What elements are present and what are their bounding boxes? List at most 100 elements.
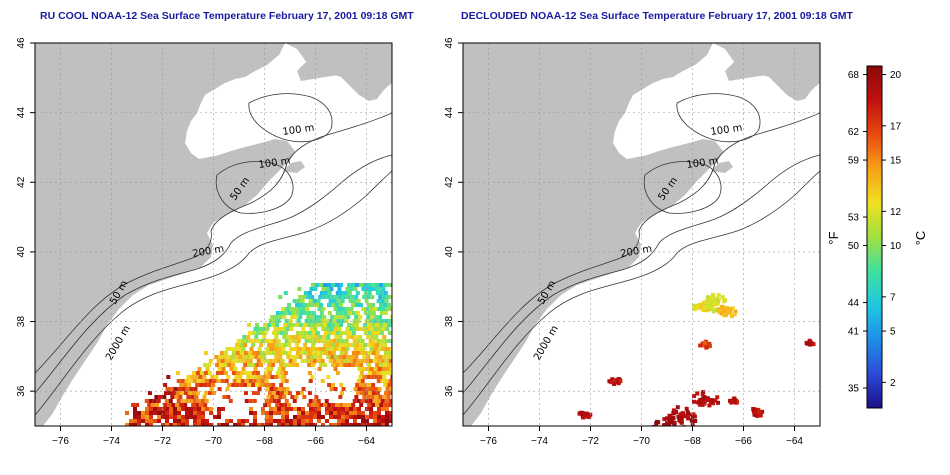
sst-pixel <box>222 355 227 359</box>
sst-pixel <box>254 375 259 379</box>
sst-pixel <box>301 407 305 411</box>
sst-pixel <box>265 423 269 426</box>
sst-pixel <box>683 413 688 418</box>
sst-pixel <box>300 359 305 363</box>
sst-pixel <box>279 363 284 367</box>
sst-pixel <box>384 379 389 383</box>
sst-pixel <box>364 399 369 403</box>
sst-pixel <box>321 287 326 291</box>
sst-pixel <box>347 343 352 347</box>
sst-pixel <box>334 335 339 339</box>
sst-pixel <box>195 403 200 407</box>
sst-pixel <box>125 423 129 426</box>
sst-pixel <box>349 411 353 415</box>
sst-pixel <box>361 287 366 291</box>
sst-pixel <box>380 359 385 363</box>
sst-pixel <box>307 303 312 307</box>
sst-pixel <box>365 327 370 331</box>
sst-pixel <box>257 387 262 391</box>
sst-pixel <box>327 343 332 347</box>
land-shape <box>711 161 733 173</box>
sst-pixel <box>355 391 360 395</box>
sst-pixel <box>373 347 378 351</box>
sst-pixel <box>225 347 230 351</box>
sst-pixel <box>301 327 306 331</box>
sst-pixel <box>303 311 308 315</box>
sst-pixel <box>191 371 196 375</box>
sst-pixel <box>328 319 333 323</box>
sst-pixel <box>217 367 222 371</box>
sst-pixel <box>307 351 312 355</box>
sst-pixel <box>714 308 719 313</box>
sst-pixel <box>361 415 365 419</box>
sst-pixel <box>267 351 272 355</box>
sst-pixel <box>231 371 236 375</box>
sst-pixel <box>311 331 316 335</box>
sst-pixel <box>293 347 298 351</box>
sst-pixel <box>345 419 349 423</box>
sst-pixel <box>252 399 257 403</box>
sst-pixel <box>375 351 380 355</box>
y-tick-label: 38 <box>444 316 455 328</box>
sst-pixel <box>333 407 337 411</box>
sst-pixel <box>203 351 208 355</box>
sst-pixel <box>371 283 375 287</box>
sst-pixel <box>332 359 337 363</box>
sst-pixel <box>295 363 300 367</box>
sst-pixel <box>661 428 665 432</box>
sst-pixel <box>222 395 227 399</box>
sst-pixel <box>348 359 353 363</box>
sst-pixel <box>372 399 377 403</box>
sst-pixel <box>368 359 373 363</box>
sst-pixel <box>301 415 305 419</box>
sst-pixel <box>243 363 248 367</box>
sst-pixel <box>333 347 338 351</box>
sst-pixel <box>329 415 333 419</box>
sst-pixel <box>288 319 293 323</box>
sst-pixel <box>355 383 360 387</box>
sst-pixel <box>330 315 335 319</box>
sst-pixel <box>299 311 304 315</box>
sst-pixel <box>379 363 384 367</box>
sst-pixel <box>371 351 376 355</box>
sst-pixel <box>305 411 309 415</box>
sst-pixel <box>268 339 273 343</box>
sst-pixel <box>193 415 197 419</box>
sst-pixel <box>280 379 285 383</box>
sst-pixel <box>654 428 658 432</box>
sst-pixel <box>283 311 288 315</box>
sst-pixel <box>351 331 356 335</box>
sst-pixel <box>382 395 387 399</box>
sst-pixel <box>692 307 697 312</box>
sst-pixel <box>185 407 189 411</box>
sst-pixel <box>328 339 333 343</box>
sst-pixel <box>333 387 338 391</box>
sst-pixel <box>341 407 345 411</box>
sst-pixel <box>196 399 201 403</box>
sst-pixel <box>205 367 210 371</box>
land-shape <box>463 43 723 426</box>
sst-pixel <box>188 379 193 383</box>
sst-pixel <box>372 339 377 343</box>
sst-pixel <box>208 379 213 383</box>
sst-pixel <box>208 359 213 363</box>
sst-pixel <box>287 403 292 407</box>
sst-pixel <box>269 387 274 391</box>
sst-pixel <box>375 283 379 287</box>
sst-pixel <box>185 423 189 426</box>
sst-pixel <box>711 299 716 304</box>
sst-pixel <box>215 371 220 375</box>
sst-pixel <box>296 319 301 323</box>
sst-pixel <box>375 343 380 347</box>
sst-pixel <box>307 371 312 375</box>
sst-pixel <box>357 423 361 426</box>
sst-pixel <box>141 419 145 423</box>
sst-pixel <box>329 423 333 426</box>
sst-pixel <box>351 311 356 315</box>
sst-pixel <box>232 359 237 363</box>
sst-pixel <box>242 335 247 339</box>
sst-pixel <box>281 307 286 311</box>
sst-pixel <box>217 415 221 419</box>
sst-pixel <box>339 391 344 395</box>
